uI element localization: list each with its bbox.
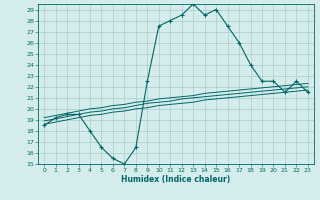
X-axis label: Humidex (Indice chaleur): Humidex (Indice chaleur): [121, 175, 231, 184]
